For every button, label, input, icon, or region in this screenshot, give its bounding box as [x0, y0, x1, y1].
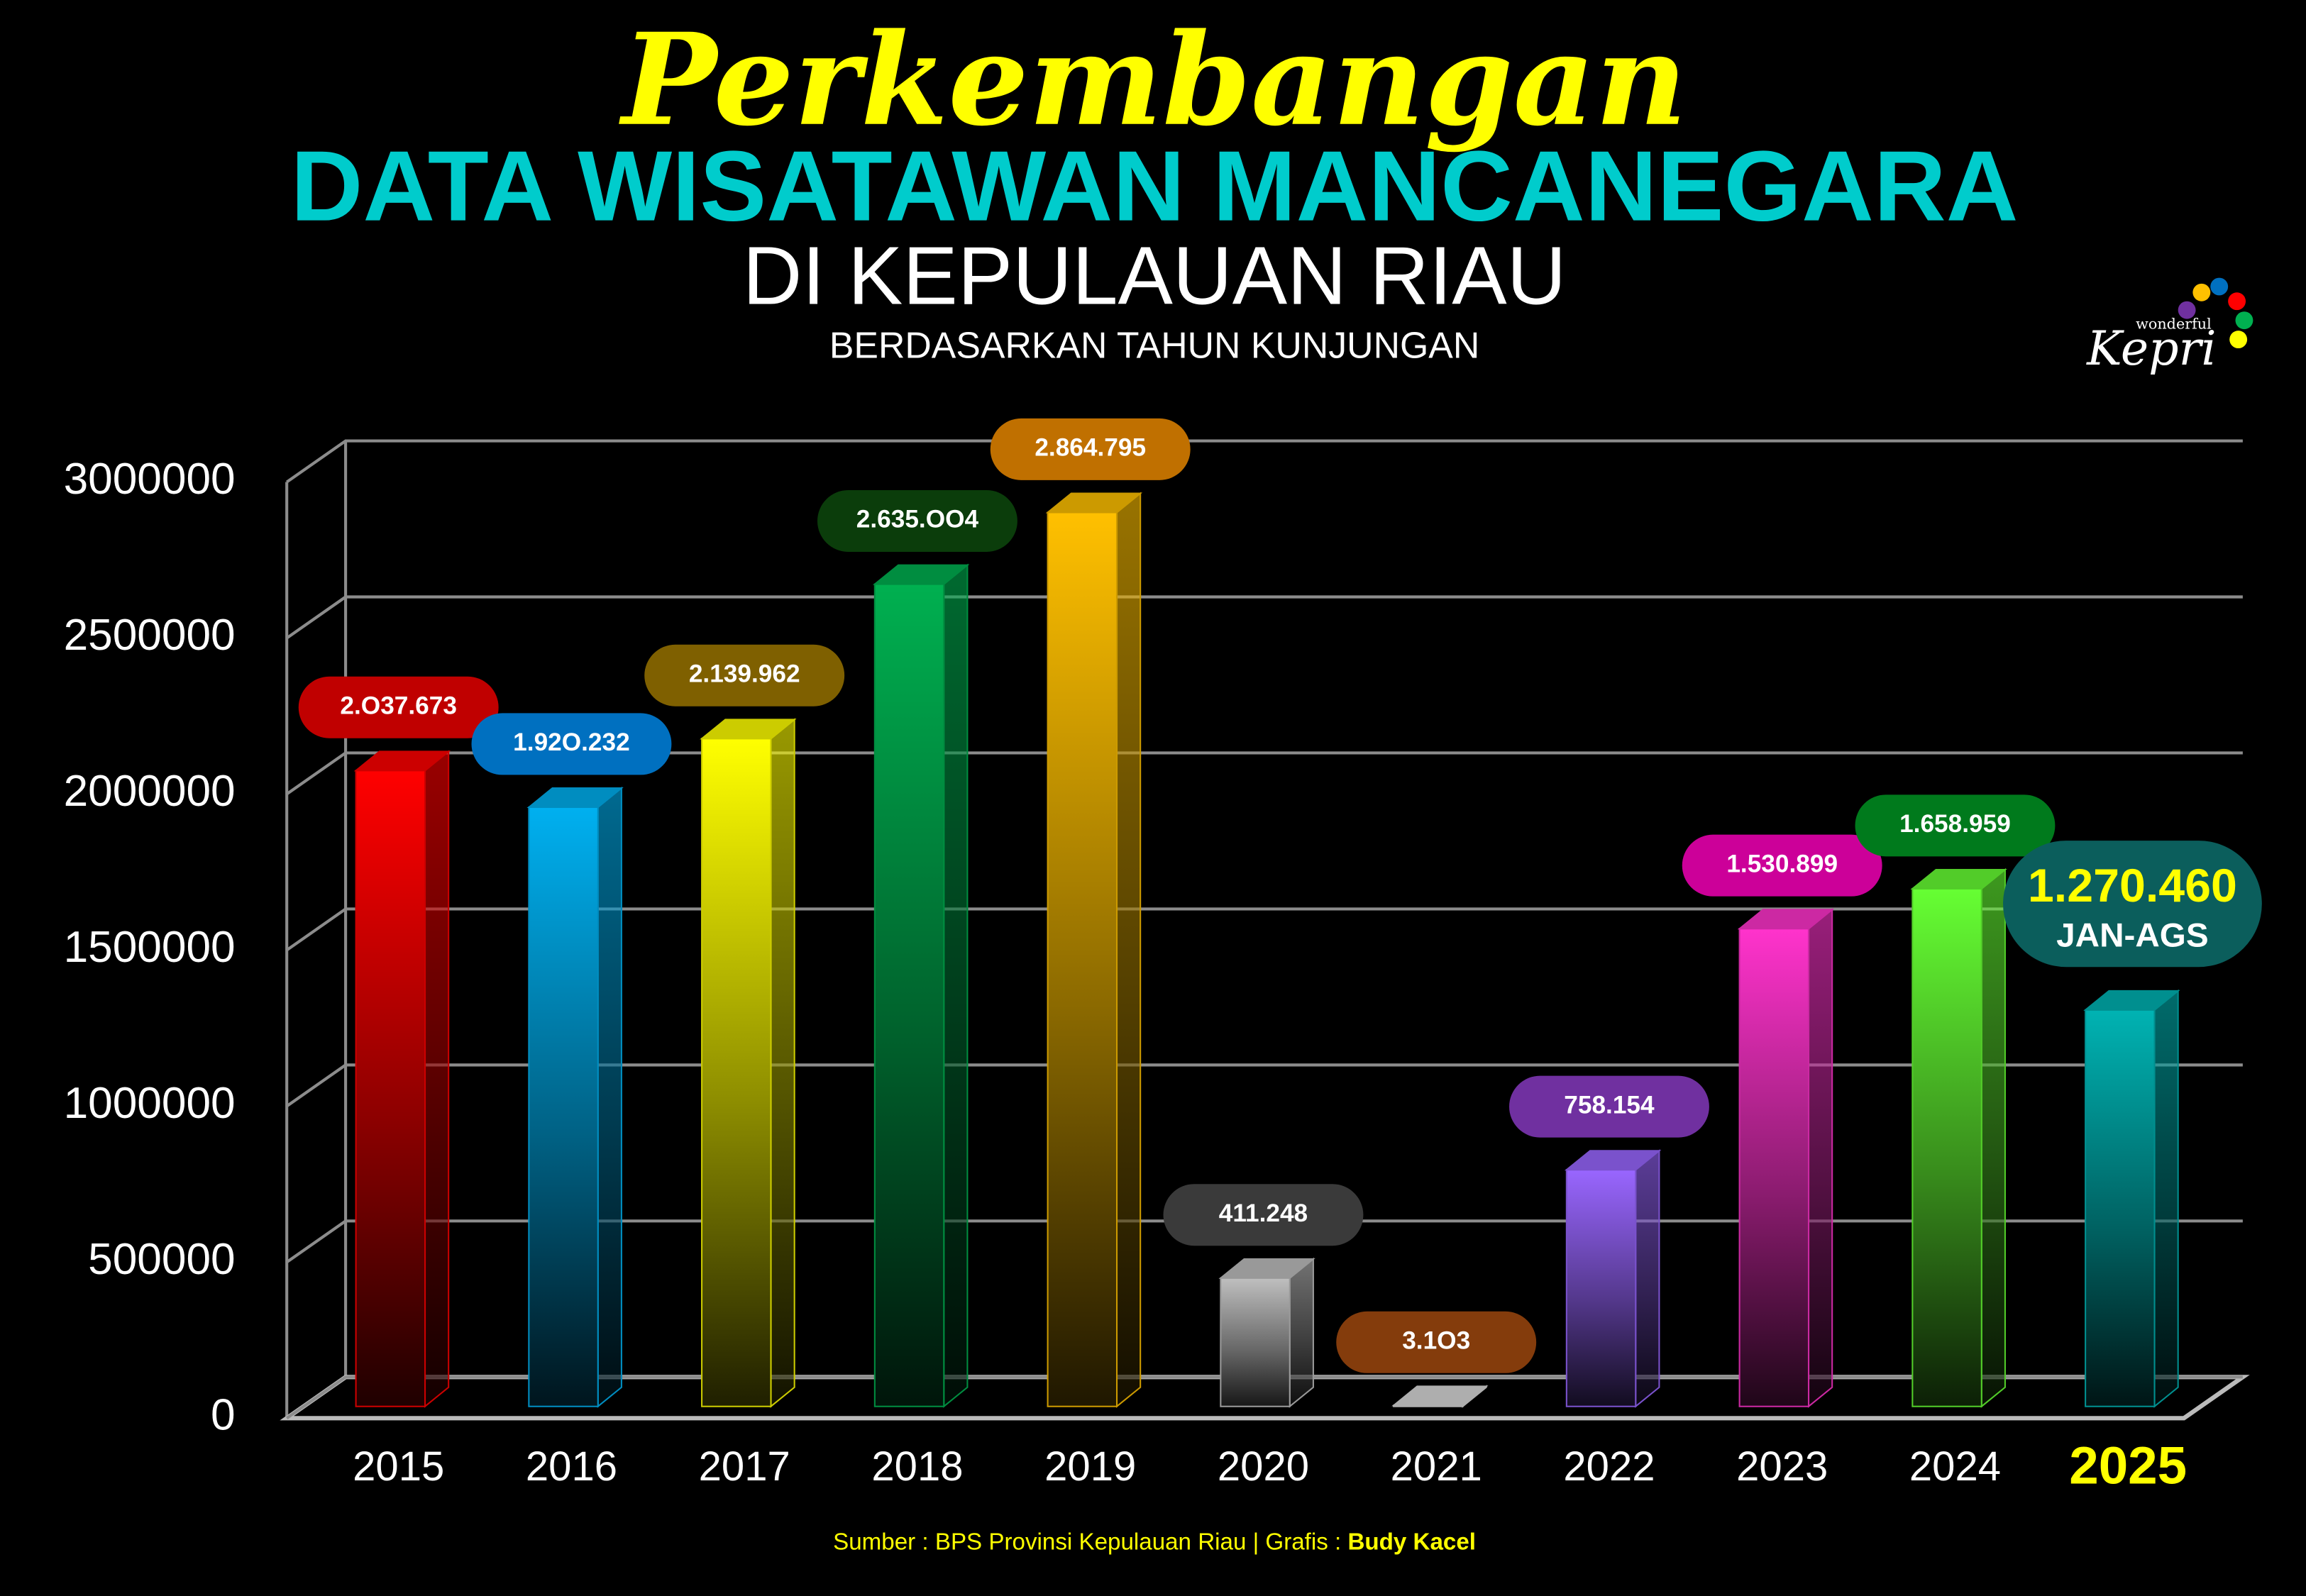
y-tick-label: 1000000: [64, 1079, 236, 1128]
x-tick-label: 2021: [1391, 1443, 1482, 1490]
value-label-pill: [1855, 794, 2056, 857]
grid-segment: [285, 595, 2243, 640]
value-label-pill: [1163, 1184, 1364, 1246]
x-tick-label: 2023: [1736, 1443, 1828, 1490]
bar: [1738, 928, 1810, 1407]
y-tick-label: 2000000: [64, 767, 236, 816]
grid-segment: [285, 439, 2243, 484]
y-tick-label: 3000000: [64, 455, 236, 504]
x-tick-label: 2017: [699, 1443, 790, 1490]
logo-petal: [2210, 277, 2229, 296]
bar: [1393, 1404, 1464, 1407]
value-label-pill: [990, 418, 1191, 480]
x-tick-label: 2020: [1218, 1443, 1309, 1490]
source-text: Sumber : BPS Provinsi Kepulauan Riau | G…: [833, 1529, 1347, 1555]
logo-petal: [2228, 292, 2246, 311]
bar-side: [2153, 989, 2179, 1408]
logo-petal: [2192, 283, 2211, 301]
source: Sumber : BPS Provinsi Kepulauan Riau | G…: [833, 1529, 1476, 1555]
author: Budy Kacel: [1347, 1529, 1476, 1555]
y-tick-label: 500000: [88, 1235, 235, 1284]
bar-side: [1807, 908, 1833, 1408]
value-label: 2.864.795: [1035, 434, 1146, 462]
x-tick-label: 2025: [2069, 1436, 2187, 1495]
value-label-pill: [1682, 834, 1882, 897]
logo-main: Kepri: [2086, 321, 2216, 376]
value-label: 2.O37.673: [340, 692, 457, 720]
y-tick-label: 1500000: [64, 923, 236, 972]
bar-side: [943, 563, 969, 1408]
logo-petal: [2235, 311, 2253, 330]
grid-segment: [285, 907, 2243, 952]
bar-side: [1635, 1149, 1660, 1408]
grid-segment: [285, 751, 2243, 796]
value-label-pill: [2003, 841, 2262, 968]
bar-side: [1115, 492, 1142, 1408]
bar: [1911, 887, 1982, 1407]
bar-side: [770, 718, 795, 1408]
logo-petal: [2178, 301, 2196, 319]
logo-top: wonderful: [2136, 315, 2212, 332]
value-label: 1.270.460: [2028, 860, 2237, 912]
value-label: 1.530.899: [1726, 850, 1838, 877]
value-label-pill: [298, 676, 499, 738]
grid-line: [285, 907, 2243, 952]
bar: [1565, 1169, 1637, 1407]
value-label: 2.635.OO4: [856, 506, 979, 533]
bar: [701, 738, 772, 1407]
grid-line: [285, 751, 2243, 796]
value-label: 411.248: [1219, 1199, 1308, 1227]
value-label: 1.658.959: [1899, 810, 2011, 838]
x-tick-label: 2019: [1044, 1443, 1136, 1490]
value-label-pill: [1509, 1075, 1709, 1138]
bar-side: [597, 786, 622, 1408]
value-label: 3.1O3: [1402, 1327, 1470, 1355]
y-tick-label: 2500000: [64, 611, 236, 660]
x-tick-label: 2018: [871, 1443, 963, 1490]
chart-title: Perkembangan: [618, 6, 1687, 155]
x-tick-label: 2024: [1909, 1443, 2001, 1490]
value-label-pill: [1336, 1311, 1537, 1373]
value-label: 1.92O.232: [513, 728, 630, 756]
grid-line: [285, 595, 2243, 640]
value-label-pill: [817, 489, 1017, 552]
bar-side: [1289, 1257, 1314, 1408]
subtitle: DATA WISATAWAN MANCANEGARA: [291, 130, 2019, 242]
subtitle: DI KEPULAUAN RIAU: [743, 229, 1567, 321]
bar: [528, 806, 599, 1407]
annotation: JAN-AGS: [2056, 916, 2209, 954]
logo-petal: [2229, 331, 2248, 349]
x-tick-label: 2016: [526, 1443, 617, 1490]
value-label-pill: [471, 713, 672, 775]
x-tick-label: 2022: [1563, 1443, 1655, 1490]
bar: [873, 583, 945, 1407]
grid-line: [285, 439, 2243, 484]
bar-side: [424, 750, 450, 1408]
x-tick-label: 2015: [353, 1443, 444, 1490]
bar: [1220, 1277, 1291, 1407]
y-tick-label: 0: [211, 1391, 236, 1440]
value-label-pill: [644, 644, 845, 706]
bar: [1047, 511, 1118, 1407]
logo: wonderful Kepri: [2086, 277, 2253, 376]
value-label: 758.154: [1564, 1091, 1655, 1119]
subtitle: BERDASARKAN TAHUN KUNJUNGAN: [829, 325, 1479, 366]
bar-side: [1980, 868, 2006, 1408]
value-label: 2.139.962: [689, 660, 800, 688]
bar: [2085, 1009, 2156, 1407]
grid-line: [285, 1063, 2243, 1108]
grid-segment: [285, 1063, 2243, 1108]
bar: [355, 770, 426, 1407]
